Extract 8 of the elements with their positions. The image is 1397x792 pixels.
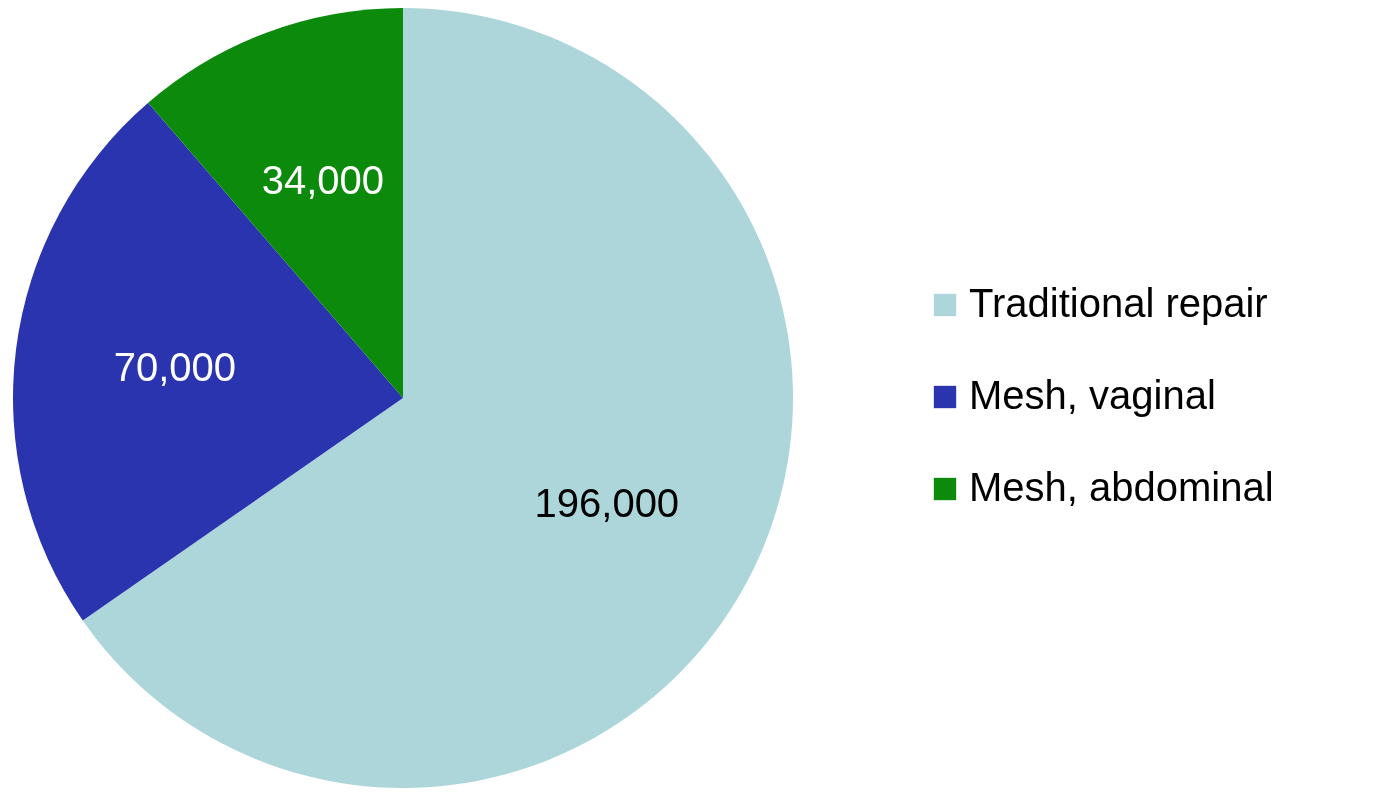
data-label: 34,000: [261, 158, 384, 203]
legend-label: Mesh, vaginal: [969, 373, 1216, 417]
legend-label: Traditional repair: [969, 281, 1268, 325]
legend-label: Mesh, abdominal: [969, 465, 1274, 509]
data-label: 70,000: [113, 345, 236, 390]
pie-slice: [13, 102, 403, 621]
pie-slice: [82, 8, 793, 788]
data-label: 196,000: [534, 480, 680, 525]
